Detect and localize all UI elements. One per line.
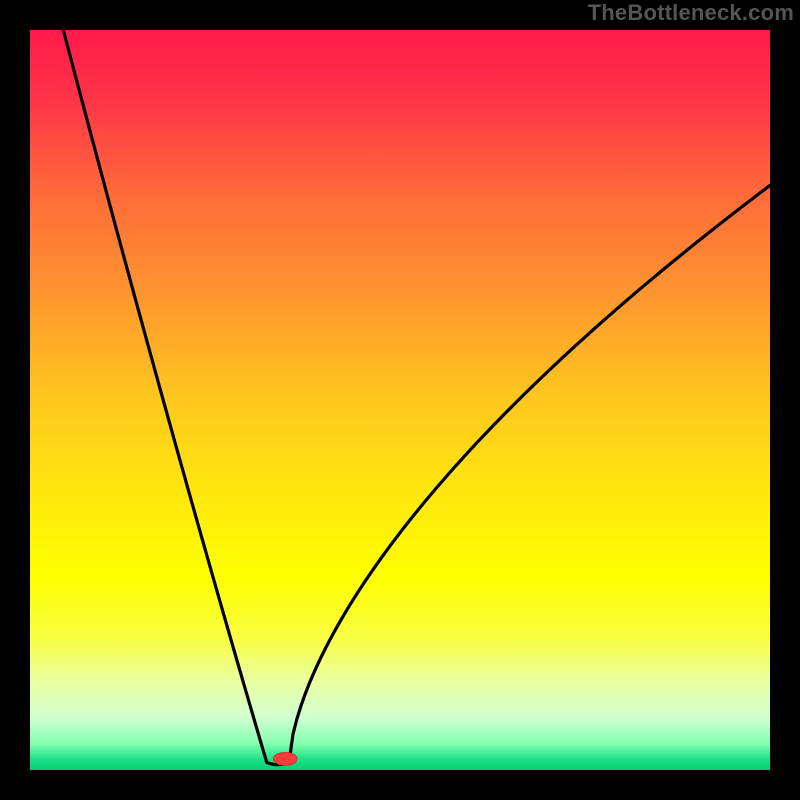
- plot-background: [30, 30, 770, 770]
- optimal-point-marker: [273, 752, 297, 765]
- bottleneck-chart: [0, 0, 800, 800]
- watermark-text: TheBottleneck.com: [588, 0, 794, 26]
- chart-container: TheBottleneck.com: [0, 0, 800, 800]
